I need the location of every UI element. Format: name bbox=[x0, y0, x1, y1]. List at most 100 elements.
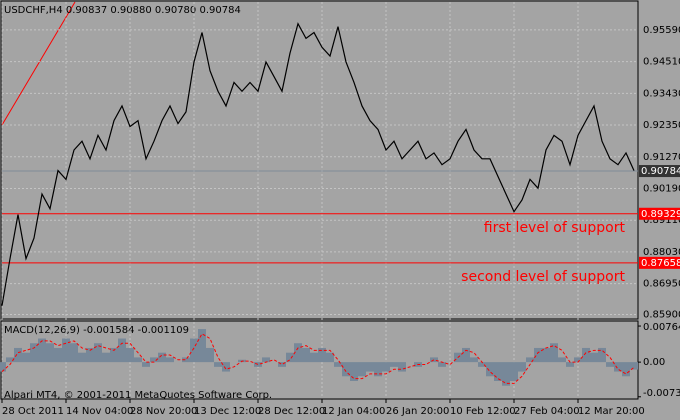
macd-title: MACD(12,26,9) -0.001584 -0.001109 bbox=[4, 325, 189, 336]
macd-frame bbox=[0, 320, 639, 400]
histogram-bar bbox=[622, 362, 630, 377]
x-tick-label: 28 Oct 2011 bbox=[2, 406, 64, 417]
histogram-bar bbox=[606, 362, 614, 367]
x-tick-label: 28 Nov 20:00 bbox=[130, 406, 197, 417]
histogram-bar bbox=[62, 338, 70, 363]
level-label: 0.90784 bbox=[641, 166, 680, 177]
histogram-bar bbox=[110, 347, 118, 363]
histogram-bar bbox=[102, 352, 110, 363]
annotation: second level of support bbox=[461, 269, 625, 285]
histogram-bar bbox=[198, 329, 206, 363]
x-tick-label: 13 Dec 12:00 bbox=[194, 406, 261, 417]
histogram-bar bbox=[566, 362, 574, 367]
histogram-bar bbox=[262, 357, 270, 363]
level-box bbox=[639, 256, 680, 269]
histogram-bar bbox=[526, 357, 534, 363]
x-tick-label: 12 Jan 04:00 bbox=[322, 406, 385, 417]
histogram-bar bbox=[470, 357, 478, 363]
x-tick-label: 27 Feb 04:00 bbox=[514, 406, 580, 417]
histogram-bar bbox=[214, 362, 222, 367]
histogram-bar bbox=[158, 352, 166, 363]
histogram-bar bbox=[142, 362, 150, 367]
histogram-bar bbox=[46, 343, 54, 363]
histogram-bar bbox=[590, 352, 598, 363]
histogram-bar bbox=[542, 347, 550, 363]
main-frame bbox=[0, 0, 639, 320]
histogram-bar bbox=[190, 338, 198, 363]
histogram-bar bbox=[70, 343, 78, 363]
x-tick-label: 14 Nov 04:00 bbox=[66, 406, 133, 417]
histogram-bar bbox=[550, 343, 558, 363]
histogram-bar bbox=[302, 347, 310, 363]
x-tick-label: 28 Dec 12:00 bbox=[258, 406, 325, 417]
histogram-bar bbox=[438, 362, 446, 367]
x-tick-label: 10 Feb 12:00 bbox=[450, 406, 516, 417]
histogram-bar bbox=[558, 357, 566, 363]
histogram-bar bbox=[134, 357, 142, 363]
histogram-bar bbox=[22, 352, 30, 363]
histogram-bar bbox=[518, 362, 526, 372]
histogram-bar bbox=[534, 347, 542, 363]
histogram-bar bbox=[326, 352, 334, 363]
histogram-bar bbox=[486, 362, 494, 377]
histogram-bar bbox=[78, 352, 86, 363]
histogram-bar bbox=[310, 352, 318, 363]
histogram-bar bbox=[278, 362, 286, 367]
histogram-bar bbox=[14, 347, 22, 363]
histogram-bar bbox=[358, 362, 366, 377]
footer: Alpari MT4, © 2001-2011 MetaQuotes Softw… bbox=[4, 390, 272, 401]
histogram-bar bbox=[318, 347, 326, 363]
histogram-bar bbox=[510, 362, 518, 382]
histogram-bar bbox=[598, 347, 606, 363]
level-box bbox=[639, 165, 680, 178]
histogram-bar bbox=[182, 357, 190, 363]
histogram-bar bbox=[94, 343, 102, 363]
annotation: first level of support bbox=[484, 220, 626, 236]
histogram-bar bbox=[286, 352, 294, 363]
histogram-bar bbox=[222, 362, 230, 372]
histogram-bar bbox=[630, 362, 638, 370]
histogram-bar bbox=[206, 347, 214, 363]
y-tick-label: 0.95590 bbox=[643, 25, 680, 36]
histogram-bar bbox=[574, 357, 582, 363]
y-tick-label: -0.00734 bbox=[643, 388, 680, 399]
histogram-bar bbox=[462, 347, 470, 363]
histogram-bar bbox=[30, 343, 38, 363]
histogram-bar bbox=[390, 362, 398, 367]
histogram-bar bbox=[350, 362, 358, 382]
level-box bbox=[639, 207, 680, 220]
y-tick-label: 0.00 bbox=[643, 357, 665, 368]
histogram-bar bbox=[86, 347, 94, 363]
histogram-bar bbox=[478, 362, 486, 367]
histogram-bar bbox=[126, 347, 134, 363]
histogram-bar bbox=[342, 362, 350, 377]
histogram-bar bbox=[38, 338, 46, 363]
histogram-bar bbox=[294, 343, 302, 363]
histogram-bar bbox=[254, 362, 262, 367]
chart-title: USDCHF,H4 0.90837 0.90880 0.90780 0.9078… bbox=[4, 5, 241, 16]
histogram-bar bbox=[502, 362, 510, 386]
x-tick-label: 12 Mar 20:00 bbox=[578, 406, 645, 417]
level-label: 0.89329 bbox=[641, 209, 680, 220]
histogram-bar bbox=[150, 357, 158, 363]
y-tick-label: 0.007642 bbox=[643, 322, 680, 333]
histogram-bar bbox=[398, 362, 406, 372]
price-line bbox=[1, 22, 635, 306]
histogram-bar bbox=[334, 362, 342, 367]
histogram-bar bbox=[366, 362, 374, 372]
level-label: 0.87658 bbox=[641, 258, 680, 269]
x-tick-label: 26 Jan 20:00 bbox=[386, 406, 449, 417]
histogram-bar bbox=[614, 362, 622, 372]
histogram-bar bbox=[118, 338, 126, 363]
histogram-bar bbox=[494, 362, 502, 382]
histogram-bar bbox=[0, 362, 6, 372]
